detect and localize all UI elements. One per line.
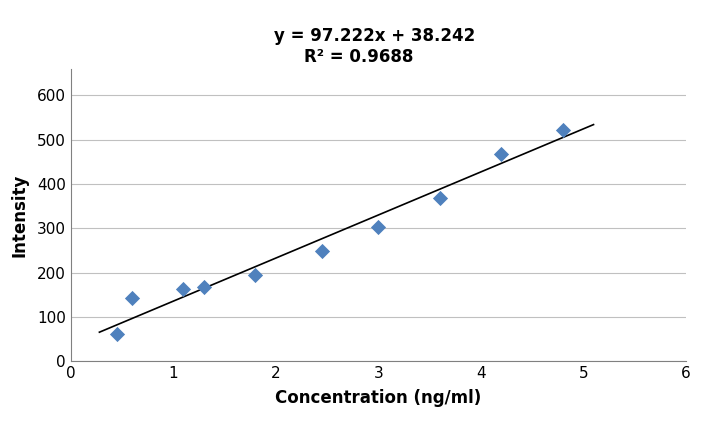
Point (250, 271, 261, 278)
Point (127, 295, 138, 301)
Text: y = 97.222x + 38.242: y = 97.222x + 38.242 (274, 28, 475, 46)
Text: R² = 0.9688: R² = 0.9688 (305, 48, 414, 66)
Point (373, 224, 384, 231)
Point (198, 283, 209, 290)
Point (316, 248, 327, 255)
Point (111, 330, 122, 337)
Y-axis label: Intensity: Intensity (11, 173, 28, 257)
Point (178, 286, 189, 292)
Point (557, 126, 568, 133)
X-axis label: Concentration (ng/ml): Concentration (ng/ml) (275, 390, 481, 407)
Point (496, 150, 507, 157)
Point (434, 195, 445, 202)
